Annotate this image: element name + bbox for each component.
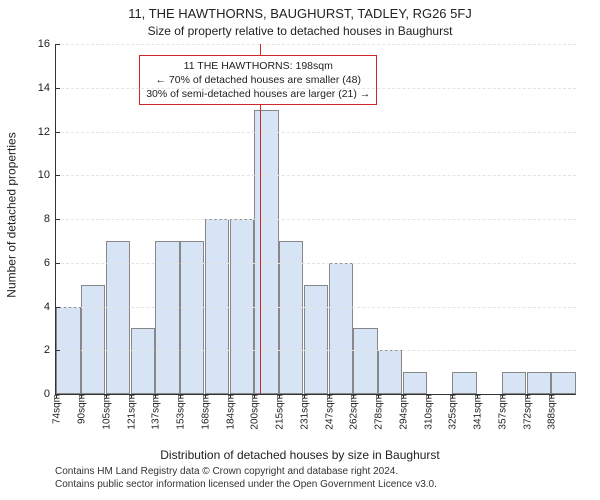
x-tick: 278sqm [372, 394, 385, 444]
x-tick: 388sqm [545, 394, 558, 444]
y-tick: 8 [22, 213, 56, 225]
annotation-line: 11 THE HAWTHORNS: 198sqm [146, 59, 370, 73]
footer-line-1: Contains HM Land Registry data © Crown c… [55, 466, 595, 479]
x-tick: 168sqm [198, 394, 211, 444]
histogram-bar [378, 350, 402, 394]
histogram-bar [353, 328, 377, 394]
histogram-bar [81, 285, 105, 394]
y-axis-label: Number of detached properties [4, 0, 20, 430]
histogram-bar [502, 372, 526, 394]
annotation-box: 11 THE HAWTHORNS: 198sqm← 70% of detache… [139, 55, 377, 106]
plot-area: 11 THE HAWTHORNS: 198sqm← 70% of detache… [55, 44, 576, 395]
x-tick: 90sqm [75, 394, 88, 444]
x-tick: 231sqm [297, 394, 310, 444]
x-tick: 184sqm [223, 394, 236, 444]
x-tick: 153sqm [174, 394, 187, 444]
x-tick: 294sqm [396, 394, 409, 444]
x-tick: 247sqm [322, 394, 335, 444]
histogram-bar [329, 263, 353, 394]
x-tick: 357sqm [495, 394, 508, 444]
x-tick: 325sqm [446, 394, 459, 444]
x-tick: 200sqm [248, 394, 261, 444]
y-tick: 16 [22, 38, 56, 50]
histogram-bar [180, 241, 204, 394]
x-tick: 341sqm [471, 394, 484, 444]
y-tick: 10 [22, 169, 56, 181]
y-tick: 2 [22, 344, 56, 356]
x-tick: 215sqm [273, 394, 286, 444]
y-tick: 6 [22, 257, 56, 269]
x-tick: 105sqm [99, 394, 112, 444]
annotation-line: ← 70% of detached houses are smaller (48… [146, 73, 370, 87]
histogram-bar [304, 285, 328, 394]
histogram-bar [254, 110, 278, 394]
histogram-bar [106, 241, 130, 394]
chart-subtitle: Size of property relative to detached ho… [0, 24, 600, 38]
x-tick: 121sqm [124, 394, 137, 444]
x-tick: 262sqm [347, 394, 360, 444]
annotation-line: 30% of semi-detached houses are larger (… [146, 87, 370, 101]
histogram-bar [551, 372, 575, 394]
histogram-bar [403, 372, 427, 394]
x-tick: 137sqm [149, 394, 162, 444]
x-tick: 372sqm [520, 394, 533, 444]
histogram-bar [131, 328, 155, 394]
x-tick: 74sqm [50, 394, 63, 444]
histogram-bar [452, 372, 476, 394]
histogram-bar [527, 372, 551, 394]
y-tick: 12 [22, 126, 56, 138]
chart-container: 11, THE HAWTHORNS, BAUGHURST, TADLEY, RG… [0, 0, 600, 500]
x-tick: 310sqm [421, 394, 434, 444]
footer-credits: Contains HM Land Registry data © Crown c… [55, 466, 595, 491]
chart-title: 11, THE HAWTHORNS, BAUGHURST, TADLEY, RG… [0, 6, 600, 21]
histogram-bar [279, 241, 303, 394]
y-tick: 14 [22, 82, 56, 94]
x-axis-label: Distribution of detached houses by size … [0, 448, 600, 462]
footer-line-2: Contains public sector information licen… [55, 479, 595, 492]
histogram-bar [155, 241, 179, 394]
y-tick: 4 [22, 301, 56, 313]
